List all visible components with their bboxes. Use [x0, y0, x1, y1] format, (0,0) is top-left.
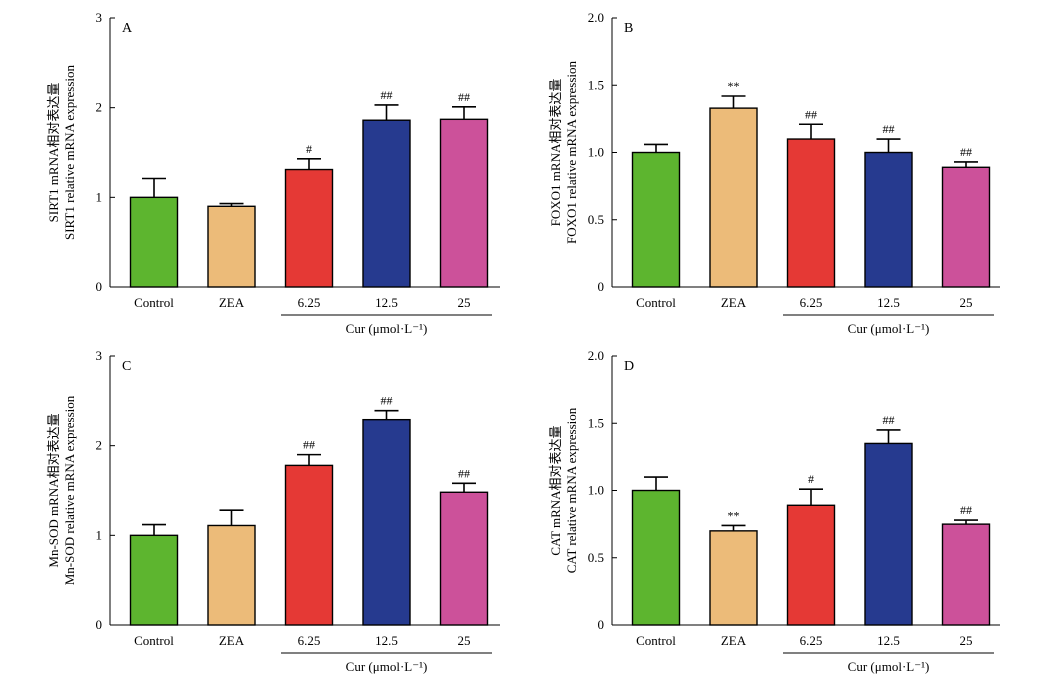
bar-zea	[207, 205, 256, 288]
significance-mark: ##	[883, 413, 895, 427]
panel-c: 0 1 2 3 C Mn-SOD mRNA相对表达量 Mn-SOD relative mRN…	[46, 348, 500, 674]
significance-mark: #	[306, 142, 312, 156]
category-label: Control	[636, 633, 676, 648]
y-axis-label-cn: SIRT1 mRNA相对表达量	[46, 83, 61, 223]
category-label: 12.5	[877, 295, 900, 310]
significance-mark: ##	[381, 394, 393, 408]
category-label: Control	[134, 633, 174, 648]
bar-control	[631, 151, 681, 288]
group-label: Cur (μmol·L⁻¹)	[346, 659, 428, 674]
significance-mark: ##	[458, 466, 470, 480]
bar-6-25	[786, 138, 836, 288]
significance-mark: **	[728, 508, 740, 522]
bar-6-25	[284, 168, 334, 288]
y-tick-label: 1.0	[588, 483, 604, 498]
bar-12-5	[362, 119, 411, 288]
bar-control	[129, 534, 179, 626]
panel-letter: D	[624, 359, 634, 374]
category-label: 6.25	[298, 295, 321, 310]
significance-mark: ##	[960, 145, 972, 159]
significance-mark: ##	[960, 503, 972, 517]
category-label: 6.25	[800, 295, 823, 310]
bar-12-5	[864, 442, 913, 626]
bar-25	[941, 166, 991, 288]
category-label: Control	[134, 295, 174, 310]
category-label: 12.5	[375, 295, 398, 310]
panel-letter: B	[624, 21, 633, 36]
bar-zea	[709, 107, 758, 288]
category-label: ZEA	[219, 295, 245, 310]
bar-25	[439, 118, 489, 288]
category-label: ZEA	[721, 633, 747, 648]
y-tick-label: 0	[96, 279, 103, 294]
category-label: Control	[636, 295, 676, 310]
y-tick-label: 3	[96, 10, 103, 25]
y-tick-label: 3	[96, 348, 103, 363]
bar-zea	[709, 530, 758, 626]
y-tick-label: 2	[96, 100, 103, 115]
significance-mark: **	[728, 79, 740, 93]
group-label: Cur (μmol·L⁻¹)	[346, 321, 428, 336]
category-label: 12.5	[877, 633, 900, 648]
significance-mark: ##	[458, 90, 470, 104]
y-tick-label: 2.0	[588, 10, 604, 25]
significance-mark: ##	[883, 122, 895, 136]
y-tick-label: 2.0	[588, 348, 604, 363]
y-axis-label-en: CAT relative mRNA expression	[564, 407, 579, 573]
y-tick-label: 0	[598, 279, 605, 294]
y-tick-label: 1	[96, 189, 103, 204]
bar-25	[439, 491, 489, 626]
category-label: 25	[960, 633, 973, 648]
significance-mark: ##	[805, 107, 817, 121]
y-axis-label-cn: Mn-SOD mRNA相对表达量	[46, 413, 61, 567]
category-label: 12.5	[375, 633, 398, 648]
y-tick-label: 0.5	[588, 550, 604, 565]
y-tick-label: 1.0	[588, 145, 604, 160]
category-label: 6.25	[298, 633, 321, 648]
bar-12-5	[362, 418, 411, 626]
y-tick-label: 1	[96, 527, 103, 542]
category-label: 6.25	[800, 633, 823, 648]
y-tick-label: 1.5	[588, 415, 604, 430]
category-label: 25	[458, 295, 471, 310]
y-tick-label: 0.5	[588, 212, 604, 227]
significance-mark: ##	[303, 438, 315, 452]
bar-6-25	[786, 504, 836, 626]
panel-a: 0 1 2 3 A SIRT1 mRNA相对表达量 SIRT1 relative mRNA …	[46, 10, 500, 336]
y-tick-label: 2	[96, 438, 103, 453]
significance-mark: #	[808, 472, 814, 486]
bar-control	[129, 196, 179, 288]
bar-12-5	[864, 151, 913, 288]
group-label: Cur (μmol·L⁻¹)	[848, 321, 930, 336]
bar-zea	[207, 524, 256, 626]
bar-control	[631, 489, 681, 626]
category-label: ZEA	[721, 295, 747, 310]
significance-mark: ##	[381, 88, 393, 102]
group-label: Cur (μmol·L⁻¹)	[848, 659, 930, 674]
panel-d: 0 0.5 1.0 1.5 2.0 D CAT mRNA相对表达量 CAT relative …	[548, 348, 1000, 674]
category-label: 25	[458, 633, 471, 648]
panel-b: 0 0.5 1.0 1.5 2.0 B FOXO1 mRNA相对表达量 FOXO1 relat…	[548, 10, 1000, 336]
category-label: 25	[960, 295, 973, 310]
bar-25	[941, 523, 991, 626]
y-axis-label-en: Mn-SOD relative mRNA expression	[62, 395, 77, 585]
y-tick-label: 1.5	[588, 77, 604, 92]
y-axis-label-cn: FOXO1 mRNA相对表达量	[548, 79, 563, 227]
y-axis-label-cn: CAT mRNA相对表达量	[548, 425, 563, 555]
panel-letter: C	[122, 359, 131, 374]
y-tick-label: 0	[96, 617, 103, 632]
bar-6-25	[284, 464, 334, 626]
y-axis-label-en: SIRT1 relative mRNA expression	[62, 64, 77, 240]
category-label: ZEA	[219, 633, 245, 648]
panel-letter: A	[122, 21, 133, 36]
y-axis-label-en: FOXO1 relative mRNA expression	[564, 60, 579, 244]
y-tick-label: 0	[598, 617, 605, 632]
